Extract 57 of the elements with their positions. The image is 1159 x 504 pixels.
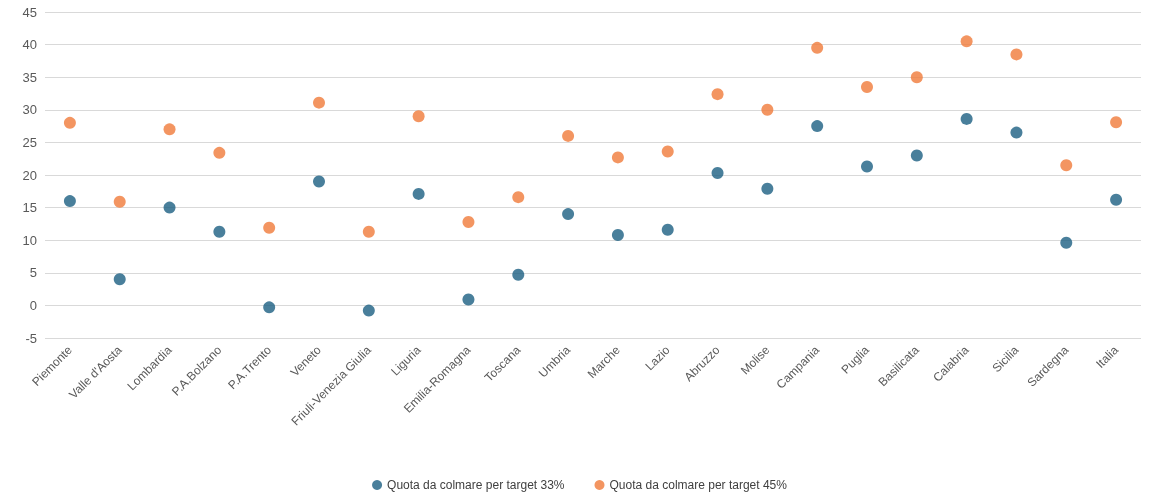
point (263, 221, 276, 234)
point (661, 145, 674, 158)
point (362, 304, 375, 317)
y-tick-label: 45 (22, 4, 37, 20)
point (462, 293, 475, 306)
point (412, 187, 425, 200)
y-tick-label: -5 (25, 330, 37, 346)
point (213, 146, 226, 159)
point (1010, 126, 1023, 139)
point (960, 35, 973, 48)
point (1060, 159, 1073, 172)
point (1010, 48, 1023, 61)
point (811, 120, 824, 133)
y-tick-label: 30 (22, 102, 37, 118)
point (811, 41, 824, 54)
y-tick-label: 40 (22, 37, 37, 53)
point (362, 225, 375, 238)
point (1060, 236, 1073, 249)
point (761, 182, 774, 195)
point (462, 215, 475, 228)
point (562, 208, 575, 221)
point (562, 129, 575, 142)
point (412, 110, 425, 123)
point (861, 160, 873, 173)
point (761, 103, 774, 116)
y-tick-label: 0 (29, 297, 37, 313)
point (661, 223, 674, 236)
point (910, 149, 923, 162)
legend-label: Quota da colmare per target 33% (387, 478, 565, 492)
point (313, 175, 325, 188)
point (960, 112, 973, 125)
point (63, 116, 76, 129)
y-tick-label: 5 (29, 265, 37, 281)
point (1110, 116, 1123, 129)
point (861, 80, 873, 93)
point (113, 273, 126, 286)
point (711, 88, 724, 101)
point (512, 268, 525, 281)
point (512, 191, 525, 204)
point (213, 225, 226, 238)
y-tick-label: 20 (22, 167, 37, 183)
point (163, 201, 176, 214)
point (1110, 193, 1123, 206)
point (611, 228, 624, 241)
y-tick-label: 25 (22, 134, 37, 150)
y-tick-label: 10 (22, 232, 37, 248)
y-tick-label: 35 (22, 69, 37, 85)
point (711, 167, 724, 180)
y-tick-label: 15 (22, 200, 37, 216)
point (163, 123, 176, 136)
point (611, 151, 624, 164)
point (910, 71, 923, 84)
point (63, 195, 76, 208)
legend-label: Quota da colmare per target 45% (609, 478, 788, 492)
point (113, 195, 126, 208)
point (263, 301, 276, 314)
point (313, 96, 325, 109)
